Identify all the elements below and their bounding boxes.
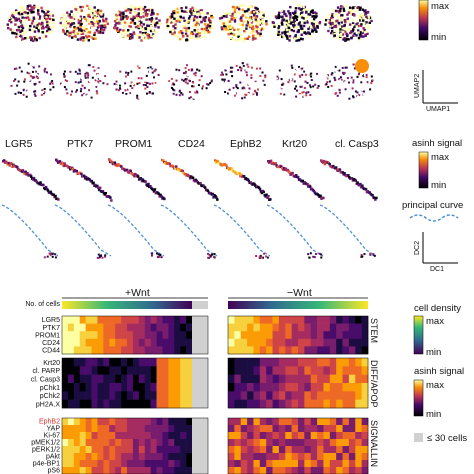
minus-wnt-label: −Wnt <box>287 287 312 299</box>
signal2-colorbar-title: asinh signal <box>414 366 464 377</box>
group-label-signallin: SIGNALLIN <box>369 420 379 467</box>
marker-headers: LGR5 PTK7 PROM1 CD24 EphB2 Krt20 cl. Casp3 <box>5 138 379 150</box>
heatmap-row-label: PROM1 <box>35 332 60 339</box>
marker-header-krt20: Krt20 <box>282 138 307 150</box>
cells-bar-minus <box>228 301 368 309</box>
heatmap-row-label: Krt20 <box>43 360 60 367</box>
heatmap-row-label: Ki-67 <box>44 433 60 440</box>
heatmap-row-label: PTK7 <box>42 325 60 332</box>
umap1-label: UMAP1 <box>426 106 450 113</box>
cells-bar-plus-gray <box>192 301 208 309</box>
cells-bar-plus <box>62 301 192 309</box>
gray-legend-label: ≤ 30 cells <box>427 433 467 444</box>
heatmap-row-label: YAP <box>47 426 61 433</box>
marker-header-lgr5: LGR5 <box>5 138 33 150</box>
heatmap-row-label: pH2A.X <box>36 402 60 409</box>
gray-legend: ≤ 30 cells <box>414 433 467 444</box>
top-colorbar-max: max <box>431 1 449 12</box>
marker-header-prom1: PROM1 <box>115 138 153 150</box>
heatmap-row-label: CD24 <box>42 340 60 347</box>
heatmap-row-label: cl. Casp3 <box>31 377 60 384</box>
density-colorbar-max: max <box>426 316 444 327</box>
heatmap-row-label: cl. PARP <box>33 368 61 375</box>
density-colorbar: cell density max min <box>413 303 461 358</box>
heatmap-row-label: pChk1 <box>40 385 60 392</box>
dc2-label: DC2 <box>414 241 421 255</box>
signal2-colorbar-max: max <box>426 380 444 391</box>
signal-colorbar-title: asinh signal <box>412 138 462 149</box>
group-label-stem: STEM <box>369 318 379 343</box>
plus-wnt-label: +Wnt <box>125 287 150 299</box>
umap-axes: UMAP2 UMAP1 <box>414 70 458 113</box>
signal-colorbar-2: asinh signal max min <box>413 366 464 420</box>
signal-colorbar: asinh signal max min principal curve <box>402 138 463 222</box>
trajectory-row-colored <box>2 158 378 202</box>
umap2-label: UMAP2 <box>414 74 421 98</box>
heatmap-row-label: pS6 <box>48 468 61 474</box>
principal-curve-label: principal curve <box>402 200 463 211</box>
heatmap-row-label: pMEK1/2 <box>31 440 60 447</box>
signal2-colorbar-min: min <box>426 409 441 420</box>
marker-header-ephb2: EphB2 <box>230 138 262 150</box>
heatmap-row-label: pChk2 <box>40 393 60 400</box>
marker-header-cd24: CD24 <box>178 138 205 150</box>
marker-header-ptk7: PTK7 <box>67 138 93 150</box>
density-colorbar-title: cell density <box>414 303 461 314</box>
heatmap-row-label: pAkt <box>46 454 60 461</box>
heatmap-row-label: pERK1/2 <box>32 447 60 454</box>
marker-header-cl-casp3: cl. Casp3 <box>335 138 379 150</box>
top-colorbar: max min <box>418 0 449 43</box>
heatmap-row-label: CD44 <box>42 348 60 355</box>
top-colorbar-min: min <box>431 32 446 43</box>
signal-colorbar-max: max <box>431 152 449 163</box>
umap-row-sparse <box>7 59 374 100</box>
dc1-label: DC1 <box>430 266 444 273</box>
heatmap-row-label: p4e-BP1 <box>33 461 60 468</box>
dc-axes: DC2 DC1 <box>414 232 458 273</box>
cells-row-label: No. of cells <box>25 301 60 308</box>
group-label-diff-apop: DIFF/APOP <box>369 360 379 408</box>
heatmap-row-label: LGR5 <box>42 317 60 324</box>
trajectory-row-curve <box>1 204 377 259</box>
density-colorbar-min: min <box>426 347 441 358</box>
umap-row-top <box>6 4 373 43</box>
heatmap-row-label: EphB2 <box>39 419 60 426</box>
signal-colorbar-min: min <box>431 180 446 191</box>
